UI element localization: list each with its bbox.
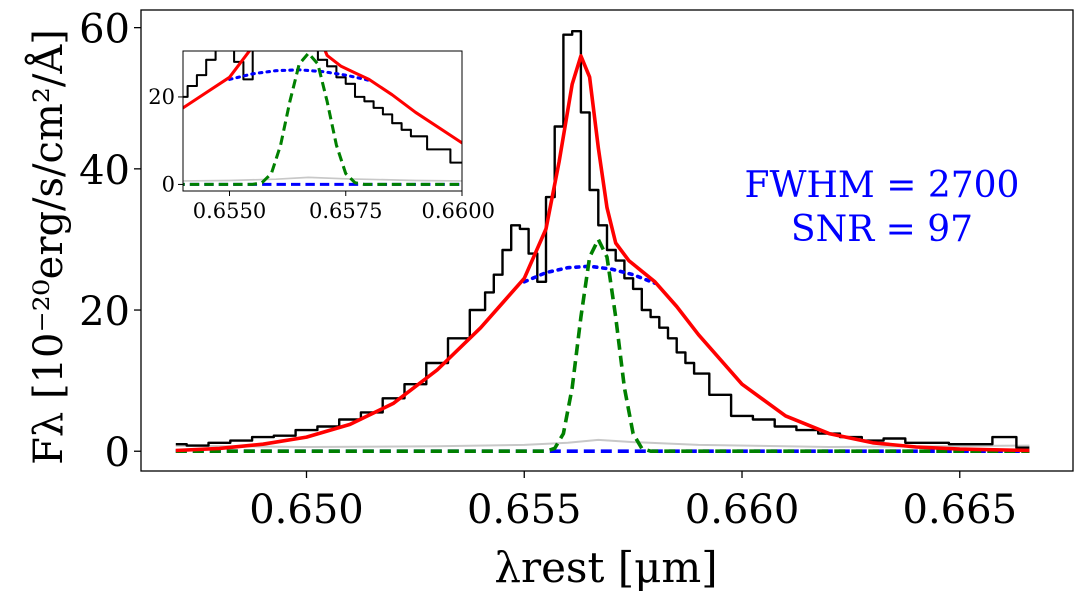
snr-annotation: SNR = 97 (791, 209, 973, 250)
y-tick-label: 0 (105, 430, 130, 476)
series-narrow-component (175, 237, 1030, 453)
series-uncertainty (175, 438, 1030, 448)
x-tick-label: 0.650 (249, 487, 364, 533)
series-narrow-component (183, 51, 462, 186)
main-y-axis: 0 20 40 60 (79, 7, 141, 476)
fwhm-annotation: FWHM = 2700 (745, 165, 1020, 206)
y-tick-label: 20 (79, 289, 130, 335)
inset-x-tick-label: 0.6575 (309, 199, 382, 223)
inset-y-tick-label: 20 (148, 85, 175, 109)
x-tick-label: 0.655 (467, 487, 582, 533)
y-tick-label: 60 (79, 7, 130, 53)
inset-x-axis: 0.6550 0.6575 0.6600 (193, 191, 495, 223)
series-total-fit (175, 54, 1030, 453)
inset-background (183, 51, 462, 191)
inset-series-layer (183, 51, 462, 186)
y-axis-label: Fλ [10⁻²⁰erg/s/cm²/Å] (25, 29, 72, 465)
main-plot: 0.650 0.655 0.660 0.665 0 20 40 60 (79, 7, 1074, 533)
x-axis-label: λrest [μm] (494, 543, 717, 592)
x-tick-label: 0.660 (685, 487, 800, 533)
inset-x-tick-label: 0.6550 (193, 199, 266, 223)
inset-plot-frame (182, 50, 463, 192)
inset-plot: 0.6550 0.6575 0.6600 0 20 (148, 50, 495, 223)
inset-x-tick-label: 0.6600 (422, 199, 495, 223)
main-x-axis: 0.650 0.655 0.660 0.665 (249, 471, 1017, 533)
y-tick-label: 40 (79, 148, 130, 194)
x-tick-label: 0.665 (903, 487, 1018, 533)
series-uncertainty (183, 176, 462, 182)
inset-y-axis: 0 20 (148, 85, 183, 196)
main-series-layer (175, 30, 1030, 453)
inset-y-tick-label: 0 (162, 172, 175, 196)
main-plot-frame (140, 9, 1074, 472)
